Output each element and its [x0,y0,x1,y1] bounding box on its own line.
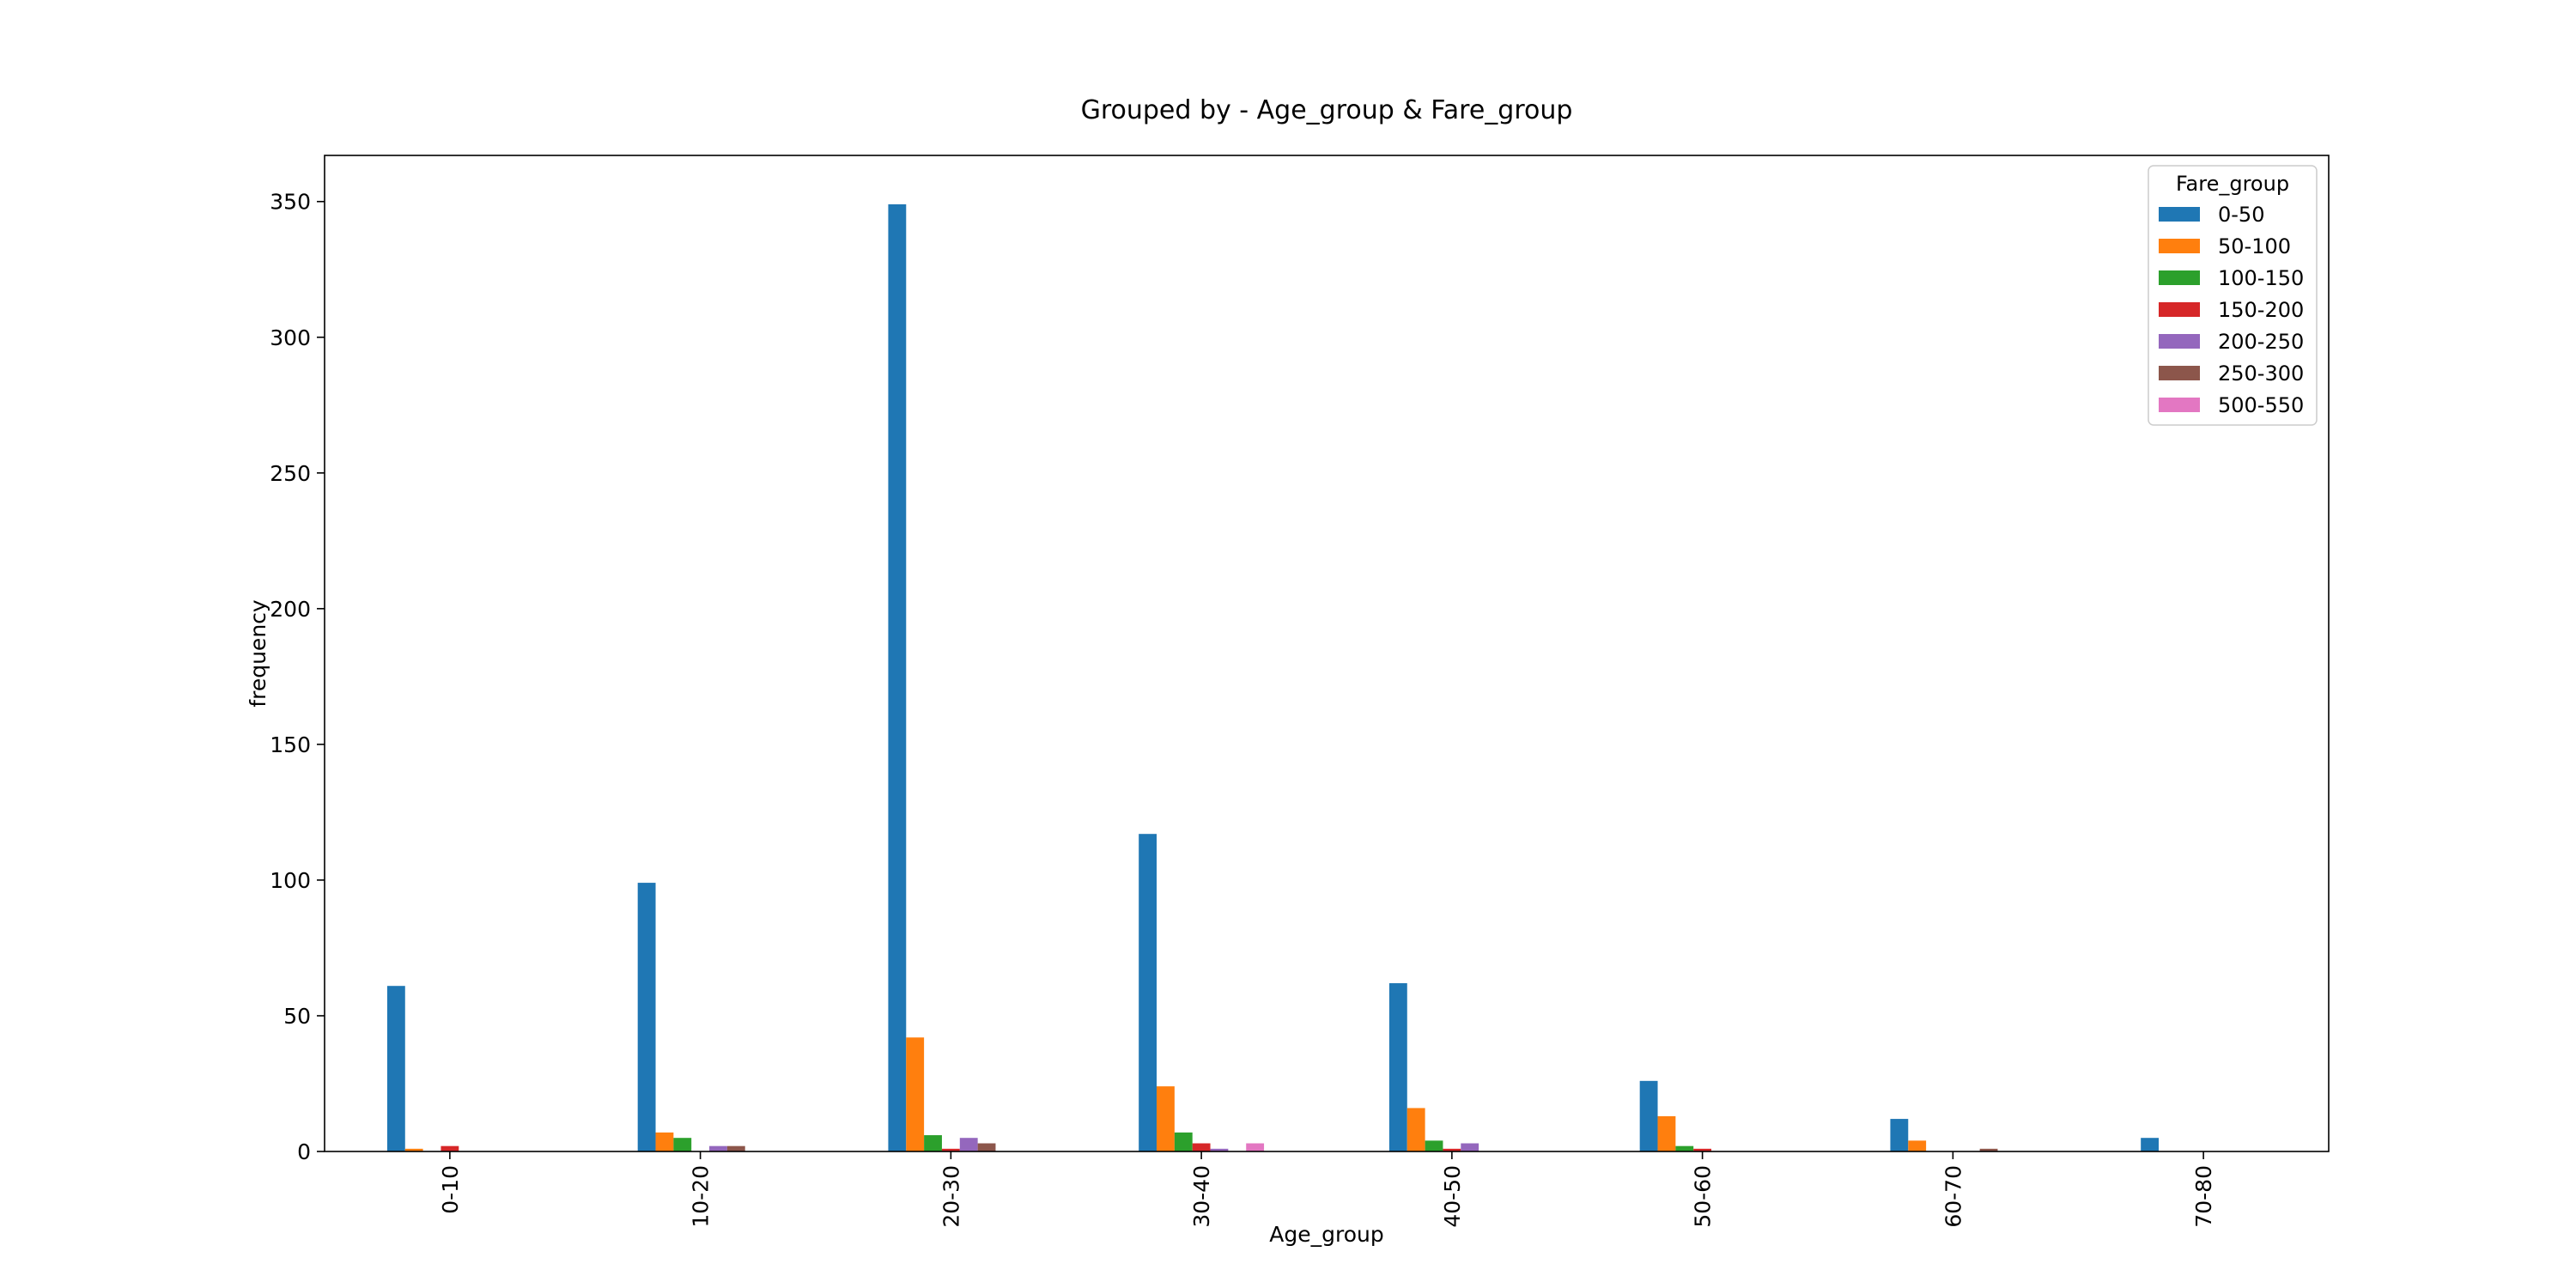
bar-50-100-20-30 [906,1037,925,1151]
legend-title: Fare_group [2176,172,2289,196]
bar-50-100-60-70 [1908,1140,1927,1151]
bar-200-250-20-30 [959,1138,978,1151]
legend-swatch [2159,334,2200,349]
bar-50-100-30-40 [1157,1086,1175,1151]
y-tick-label: 100 [270,868,311,893]
bar-0-50-30-40 [1139,834,1157,1151]
legend-label: 150-200 [2218,298,2304,322]
bar-100-150-20-30 [924,1135,942,1151]
legend-swatch [2159,239,2200,253]
bar-0-50-40-50 [1388,983,1407,1151]
bar-0-50-10-20 [637,883,656,1151]
bar-250-300-20-30 [977,1143,996,1151]
x-tick-label: 0-10 [438,1165,463,1214]
y-tick-label: 200 [270,597,311,622]
bar-500-550-30-40 [1246,1143,1265,1151]
bar-0-50-50-60 [1639,1080,1658,1151]
legend-swatch [2159,398,2200,412]
legend-swatch [2159,366,2200,380]
chart-title: Grouped by - Age_group & Fare_group [1081,95,1573,125]
bars-group [386,204,2160,1151]
legend-items: 0-50 50-100 100-150 150-200 200-250 250-300 50… [2159,203,2304,417]
bar-200-250-30-40 [1210,1148,1229,1151]
bar-150-200-20-30 [941,1148,960,1151]
legend-swatch [2159,207,2200,222]
bar-0-50-70-80 [2141,1138,2160,1151]
bar-250-300-10-20 [726,1145,745,1151]
y-tick-label: 250 [270,461,311,486]
y-tick-label: 50 [283,1004,311,1029]
x-tick-label: 20-30 [939,1165,963,1228]
bar-50-100-50-60 [1657,1115,1676,1151]
bar-150-200-40-50 [1443,1148,1461,1151]
bar-50-100-0-10 [404,1148,423,1151]
bar-250-300-60-70 [1979,1148,1998,1151]
y-tick-label: 150 [270,732,311,757]
x-tick-label: 70-80 [2191,1165,2216,1228]
legend-label: 0-50 [2218,203,2264,227]
legend-label: 200-250 [2218,330,2304,354]
bar-200-250-10-20 [709,1145,727,1151]
bar-50-100-40-50 [1406,1108,1425,1151]
x-axis-ticks: 0-10 10-20 20-30 30-40 40-50 50-60 60-70 70-80 [438,1151,2216,1228]
bar-200-250-40-50 [1461,1143,1479,1151]
bar-100-150-10-20 [673,1138,692,1151]
legend-label: 500-550 [2218,393,2304,417]
legend-swatch [2159,302,2200,317]
bar-150-200-30-40 [1192,1143,1211,1151]
plot-frame [324,155,2330,1152]
y-axis-ticks: 0 50 100 150 200 250 300 350 [270,190,325,1164]
x-tick-label: 10-20 [689,1165,714,1228]
bar-0-50-20-30 [888,204,907,1151]
bar-150-200-50-60 [1693,1148,1712,1151]
y-tick-label: 300 [270,325,311,350]
legend: Fare_group 0-50 50-100 100-150 150-200 200-2… [2148,165,2318,426]
legend-swatch [2159,270,2200,285]
bar-100-150-30-40 [1174,1132,1193,1151]
bar-0-50-60-70 [1890,1119,1909,1151]
bar-150-200-0-10 [440,1145,459,1151]
bar-100-150-50-60 [1675,1145,1694,1151]
legend-label: 50-100 [2218,234,2291,258]
bar-0-50-0-10 [386,986,405,1151]
x-tick-label: 40-50 [1440,1165,1465,1228]
legend-box [2148,165,2318,426]
x-tick-label: 50-60 [1691,1165,1716,1228]
legend-label: 250-300 [2218,361,2304,386]
y-tick-label: 350 [270,190,311,215]
x-tick-label: 30-40 [1189,1165,1214,1228]
y-tick-label: 0 [297,1139,311,1164]
x-tick-label: 60-70 [1941,1165,1965,1228]
x-axis-label: Age_group [1269,1222,1383,1247]
bar-100-150-40-50 [1425,1140,1443,1151]
bar-50-100-10-20 [655,1132,674,1151]
y-axis-label: frequency [246,599,270,708]
legend-label: 100-150 [2218,266,2304,290]
